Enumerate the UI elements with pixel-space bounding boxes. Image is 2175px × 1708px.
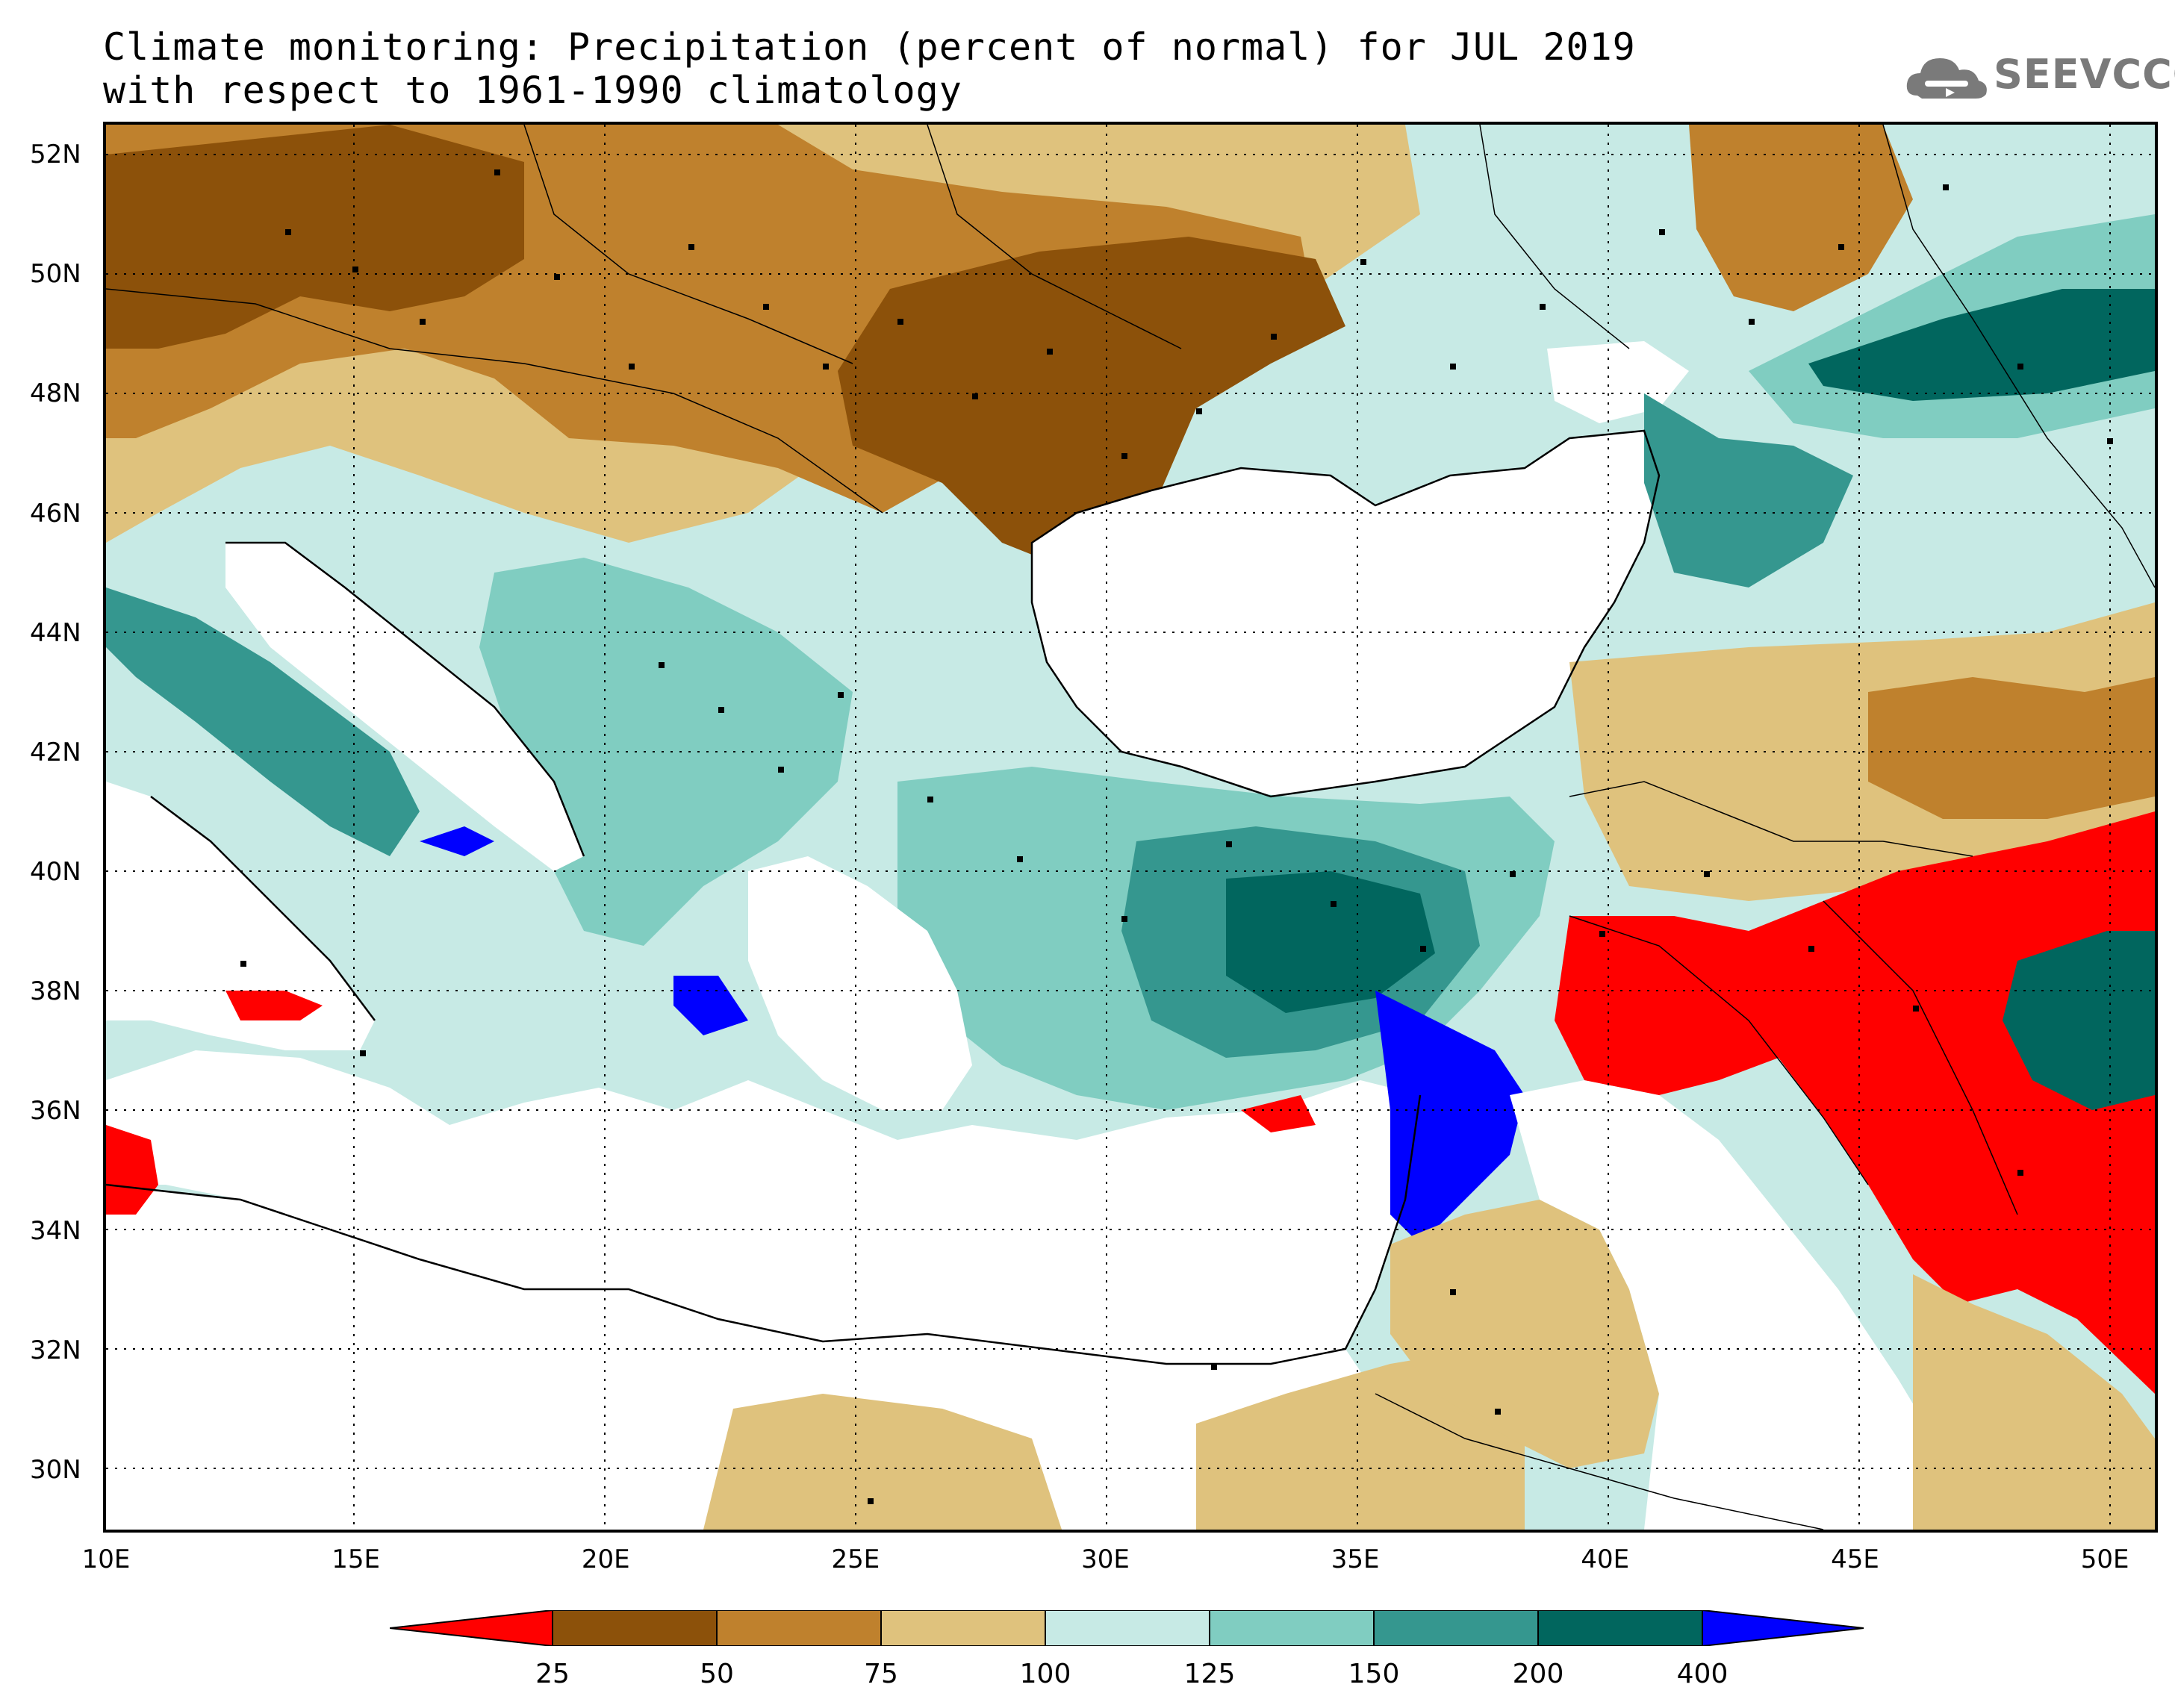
aegean-sea (748, 856, 972, 1110)
field-extreme-wet-greece (673, 976, 748, 1035)
field-extreme-wet-italy (420, 826, 494, 856)
lat-label: 30N (30, 1454, 81, 1485)
seevccc-logo: SEEVCCC (1902, 46, 2175, 113)
field-dry-arabia-south (1913, 1274, 2155, 1530)
lat-label: 50N (30, 259, 81, 290)
colorbar-bin (1045, 1610, 1210, 1646)
mediterranean-sea (106, 1050, 1420, 1364)
lon-label: 45E (1831, 1545, 1879, 1574)
colorbar-bin (1373, 1610, 1539, 1646)
colorbar-bin (1537, 1610, 1703, 1646)
lon-label: 40E (1581, 1545, 1630, 1574)
station-markers (240, 169, 2113, 1504)
colorbar-label: 200 (1512, 1659, 1564, 1689)
lon-label: 25E (831, 1545, 880, 1574)
field-wet-east (1644, 393, 1853, 587)
title-line-1: Climate monitoring: Precipitation (perce… (103, 25, 1636, 69)
field-wet-iran (2003, 931, 2155, 1110)
lat-label: 36N (30, 1096, 81, 1126)
north-africa (106, 1185, 1390, 1530)
lon-label: 20E (581, 1545, 630, 1574)
lat-label: 48N (30, 378, 81, 409)
arabian-desert (1510, 1080, 1958, 1530)
field-extreme-dry-iraq (1555, 811, 2155, 1394)
colorbar-label: 25 (535, 1659, 570, 1689)
lon-label: 35E (1331, 1545, 1380, 1574)
field-driest-north (106, 125, 524, 349)
colorbar-label: 75 (864, 1659, 898, 1689)
colorbar-label: 150 (1348, 1659, 1400, 1689)
colorbar-label: 100 (1019, 1659, 1071, 1689)
colorbar-bin (552, 1610, 718, 1646)
graticule (106, 125, 2155, 1530)
cloud-icon (1906, 58, 1987, 99)
field-dry-levant (1390, 1200, 1659, 1468)
field-extreme-dry-sicily (225, 991, 323, 1020)
map-area (103, 122, 2158, 1533)
field-extreme-dry-cyprus (1241, 1095, 1316, 1132)
lon-label: 15E (332, 1545, 380, 1574)
adriatic-sea (225, 543, 584, 871)
lat-label: 44N (30, 617, 81, 648)
colorbar-bin (390, 1610, 553, 1646)
lat-label: 46N (30, 498, 81, 529)
lon-label: 50E (2080, 1545, 2129, 1574)
colorbar (390, 1610, 1864, 1646)
colorbar-bin (1702, 1610, 1864, 1646)
coastlines (106, 429, 1661, 1365)
field-very-wet-ne (1808, 289, 2155, 401)
field-dry-egypt (703, 1394, 1062, 1530)
colorbar-label: 50 (700, 1659, 734, 1689)
field-very-dry-caucasus (1868, 677, 2155, 819)
colorbar-bin (1209, 1610, 1375, 1646)
lat-label: 32N (30, 1335, 81, 1365)
logo-text: SEEVCCC (1994, 51, 2175, 98)
black-sea (1032, 431, 1659, 797)
lon-label: 10E (81, 1545, 131, 1574)
colorbar-bin (716, 1610, 882, 1646)
field-driest-ukraine (838, 237, 1345, 573)
lat-label: 38N (30, 976, 81, 1007)
lat-label: 40N (30, 857, 81, 888)
field-extreme-dry-tunisia (106, 1125, 158, 1215)
field-wet-italy (106, 587, 420, 856)
map-title: Climate monitoring: Precipitation (perce… (103, 25, 1636, 112)
lat-label: 52N (30, 140, 81, 170)
lon-label: 30E (1081, 1545, 1130, 1574)
map-canvas (106, 125, 2155, 1530)
colorbar-bin (880, 1610, 1046, 1646)
colorbar-label: 125 (1183, 1659, 1236, 1689)
lat-label: 34N (30, 1215, 81, 1246)
country-borders (106, 125, 2155, 1530)
title-line-2: with respect to 1961-1990 climatology (103, 69, 962, 112)
lat-label: 42N (30, 737, 81, 767)
field-dry-ne (1689, 125, 1913, 311)
colorbar-label: 400 (1676, 1659, 1729, 1689)
field-wettest-anatolia (1226, 871, 1435, 1013)
tyrrhenian-sea (106, 782, 375, 1050)
field-extreme-wet-levant (1375, 991, 1525, 1244)
